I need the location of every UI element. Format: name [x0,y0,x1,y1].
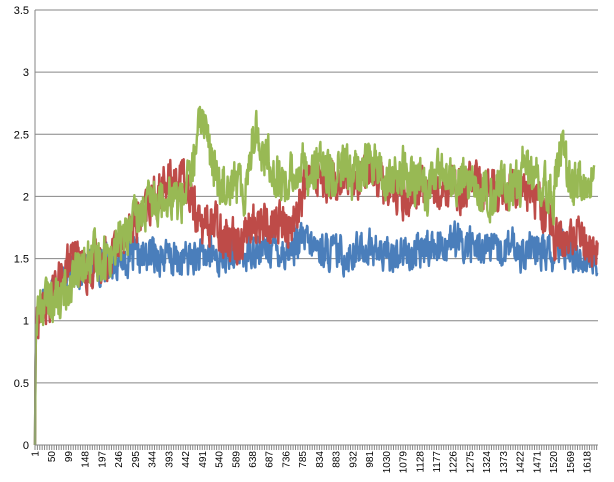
x-tick-label: 1030 [382,451,393,474]
x-tick-label: 981 [365,451,376,468]
x-tick-label: 1618 [583,451,594,474]
x-tick-label: 197 [97,451,108,468]
x-tick-label: 246 [114,451,125,468]
axes [34,10,598,450]
x-tick-label: 1128 [415,451,426,473]
x-tick-label: 589 [231,451,242,468]
x-tick-label: 99 [64,451,75,463]
x-tick-label: 1177 [432,451,443,473]
y-tick-label: 0.5 [14,378,29,390]
x-tick-label: 491 [198,451,209,468]
x-tick-label: 50 [47,451,58,463]
x-tick-label: 1569 [566,451,577,474]
x-tick-label: 1 [31,451,42,457]
x-tick-label: 834 [315,451,326,468]
x-tick-label: 1079 [399,451,410,474]
x-tick-label: 295 [131,451,142,468]
x-tick-label: 1471 [532,451,543,474]
y-tick-label: 1 [23,316,29,328]
x-tick-label: 932 [348,451,359,468]
x-tick-label: 540 [215,451,226,468]
x-tick-label: 1226 [449,451,460,474]
x-tick-label: 344 [148,451,159,468]
x-tick-label: 736 [281,451,292,468]
x-tick-label: 148 [81,451,92,468]
x-tick-label: 1520 [549,451,560,474]
x-tick-label: 687 [265,451,276,468]
x-tick-label: 442 [181,451,192,468]
x-tick-label: 638 [248,451,259,468]
y-tick-label: 1.5 [14,254,29,266]
y-axis-ticks: 0 0.5 1 1.5 2 2.5 3 3.5 [14,5,29,452]
y-tick-label: 0 [23,440,29,452]
x-tick-label: 1275 [466,451,477,474]
x-tick-label: 883 [332,451,343,468]
x-axis-ticks: 1 50 99 148 197 246 295 344 393 442 491 540 589 638 68… [31,451,594,474]
series-line-3 [33,105,596,446]
x-tick-label: 1422 [516,451,527,474]
series-lines [33,105,599,446]
y-tick-label: 2.5 [14,129,29,141]
y-tick-label: 3 [23,67,29,79]
y-tick-label: 2 [23,191,29,203]
x-tick-label: 393 [164,451,175,468]
y-tick-label: 3.5 [14,5,29,17]
x-tick-label: 1373 [499,451,510,474]
x-tick-label: 1324 [482,451,493,474]
x-tick-label: 785 [298,451,309,468]
